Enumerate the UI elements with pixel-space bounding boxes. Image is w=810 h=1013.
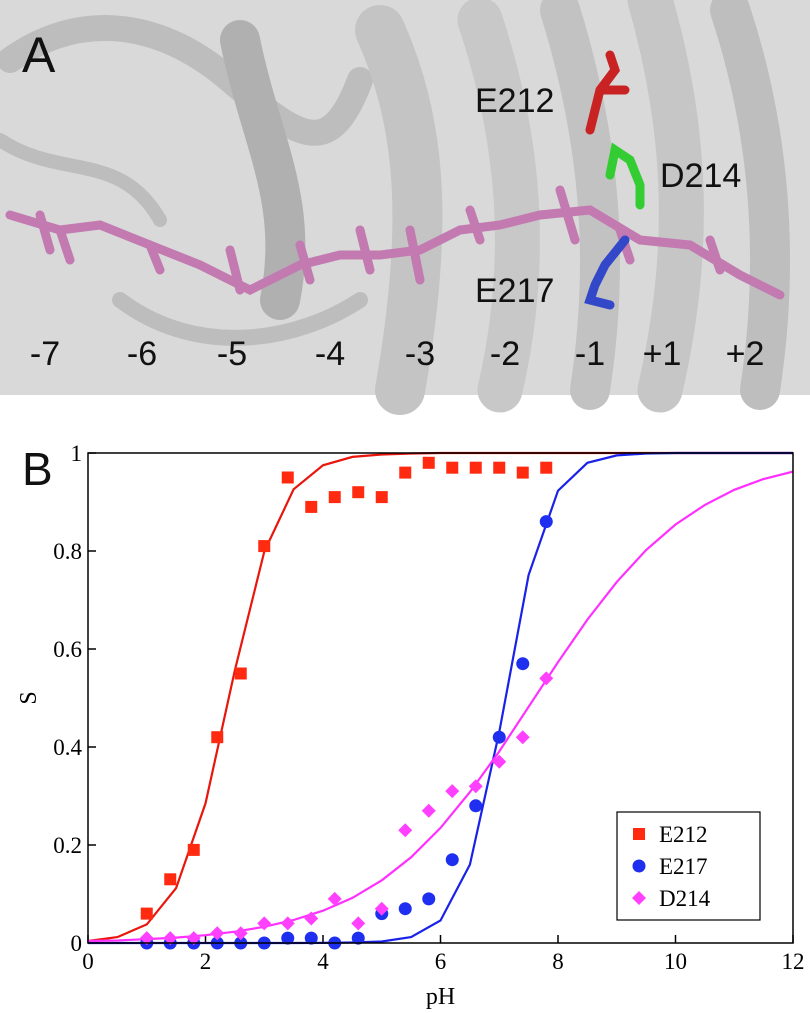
x-tick-label: 12 [782, 949, 805, 974]
panel-label: A [22, 27, 56, 83]
point [305, 500, 318, 513]
point [352, 486, 365, 499]
point [210, 926, 225, 941]
legend-marker [632, 859, 646, 873]
residue-d214-sticks [605, 142, 645, 210]
subsite-label: -6 [127, 335, 157, 373]
point [398, 823, 413, 838]
legend-label: E217 [659, 854, 708, 879]
point [540, 461, 553, 474]
subsite-label: -1 [575, 335, 605, 373]
residue-label: E217 [475, 272, 554, 310]
point [281, 931, 295, 945]
point [469, 461, 482, 474]
point [398, 902, 412, 916]
point [304, 931, 318, 945]
point [163, 931, 178, 946]
point [304, 911, 319, 926]
point [280, 916, 295, 931]
point [257, 916, 272, 931]
point [446, 461, 459, 474]
point [233, 926, 248, 941]
point [375, 491, 388, 504]
point [234, 667, 247, 680]
point [469, 799, 483, 813]
point [422, 892, 436, 906]
point [187, 843, 200, 856]
panel-label: B [22, 443, 53, 495]
protein-ribbons [0, 0, 790, 415]
point [374, 901, 389, 916]
point [539, 671, 554, 686]
subsite-label: +1 [643, 335, 682, 373]
point [327, 891, 342, 906]
y-axis-label: S [16, 691, 42, 704]
point [351, 931, 365, 945]
x-tick-label: 4 [317, 949, 329, 974]
residue-label: D214 [660, 157, 741, 195]
point [421, 803, 436, 818]
y-tick-label: 0.4 [53, 735, 82, 760]
subsite-label: -5 [217, 335, 247, 373]
point [516, 466, 529, 479]
residue-e212-sticks [585, 50, 630, 135]
legend-label: E212 [659, 822, 708, 847]
panel-b: B 0 2 4 6 8 10 12 0 0.2 0.4 0.6 0.8 1 pH S E212 E217 D214 [16, 441, 805, 1010]
residue-label: E212 [475, 82, 554, 120]
plot-frame [87, 452, 794, 944]
legend-marker [633, 828, 645, 840]
subsite-label: -7 [30, 335, 60, 373]
subsite-label: -3 [405, 335, 435, 373]
point [281, 471, 294, 484]
subsite-label: -4 [315, 335, 345, 373]
residue-e217-sticks [584, 235, 630, 310]
subsite-label: -2 [490, 335, 520, 373]
legend-label: D214 [659, 886, 711, 911]
substrate-sticks [5, 185, 785, 300]
y-tick-label: 0.6 [53, 637, 82, 662]
y-tick-label: 0.8 [53, 539, 82, 564]
fit-curve [88, 470, 793, 943]
x-tick-label: 8 [552, 949, 564, 974]
point [328, 491, 341, 504]
y-tick-label: 1 [71, 441, 83, 466]
y-tick-label: 0 [71, 931, 83, 956]
point [516, 657, 530, 671]
panel-a-labels: A E212 D214 E217 [22, 27, 741, 310]
point [164, 873, 177, 886]
x-axis-label: pH [426, 984, 455, 1010]
subsite-labels: -7 -6 -5 -4 -3 -2 -1 +1 +2 [30, 335, 765, 373]
point [422, 456, 435, 469]
point [211, 731, 224, 744]
legend-marker [632, 891, 646, 905]
point [258, 540, 271, 553]
point [399, 466, 412, 479]
point [515, 730, 530, 745]
point [492, 730, 506, 744]
x-tick-label: 0 [82, 949, 94, 974]
point [539, 515, 553, 529]
panel-a: A E212 D214 E217 -7 -6 -5 -4 -3 -2 -1 +1 +2 [0, 0, 810, 415]
x-tick-label: 10 [664, 949, 687, 974]
point [468, 779, 483, 794]
y-tick-label: 0.2 [53, 833, 82, 858]
point [186, 931, 201, 946]
subsite-label: +2 [726, 335, 765, 373]
point [139, 931, 154, 946]
point [445, 784, 460, 799]
point [140, 907, 153, 920]
point [351, 916, 366, 931]
x-tick-label: 6 [435, 949, 447, 974]
x-tick-label: 2 [200, 949, 212, 974]
point [492, 754, 507, 769]
point [445, 853, 459, 867]
point [493, 461, 506, 474]
